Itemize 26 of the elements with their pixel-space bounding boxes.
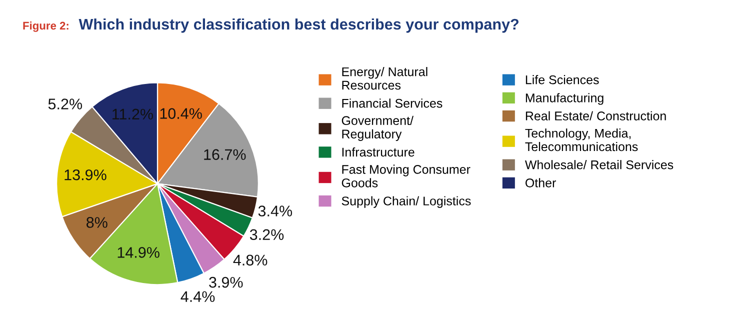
data-label: 5.2%	[48, 98, 82, 110]
legend-label: Supply Chain/ Logistics	[342, 196, 471, 208]
legend-label: Wholesale/ Retail Services	[524, 160, 674, 170]
legend-label: Real Estate/ Construction	[526, 111, 666, 120]
legend-label: Energy/ Natural Resources	[342, 67, 428, 90]
legend-label: Manufacturing	[526, 93, 604, 105]
legend-label: Financial Services	[342, 98, 442, 108]
data-label: 13.9%	[64, 169, 106, 180]
legend-label: Infrastructure	[342, 147, 414, 157]
data-label: 3.9%	[209, 276, 243, 288]
data-label: 10.4%	[160, 108, 202, 119]
data-label: 8%	[86, 217, 108, 228]
legend-label: Government/ Regulatory	[342, 116, 414, 141]
data-label: 14.9%	[118, 247, 160, 258]
caption: Figure 2:	[23, 21, 68, 32]
data-label: 16.7%	[204, 149, 246, 160]
legend-label: Life Sciences	[526, 75, 599, 84]
legend-label: Technology, Media, Telecommunications	[525, 128, 638, 152]
chart-title: Which industry classification best describes your company?	[78, 18, 518, 33]
data-label: 4.8%	[233, 254, 268, 266]
data-label: 3.4%	[258, 206, 292, 216]
legend-label: Fast Moving Consumer Goods	[342, 164, 470, 188]
data-label: 11.2%	[112, 108, 154, 120]
data-label: 3.2%	[250, 229, 284, 240]
legend-label: Other	[526, 178, 556, 188]
data-label: 4.4%	[180, 291, 215, 302]
